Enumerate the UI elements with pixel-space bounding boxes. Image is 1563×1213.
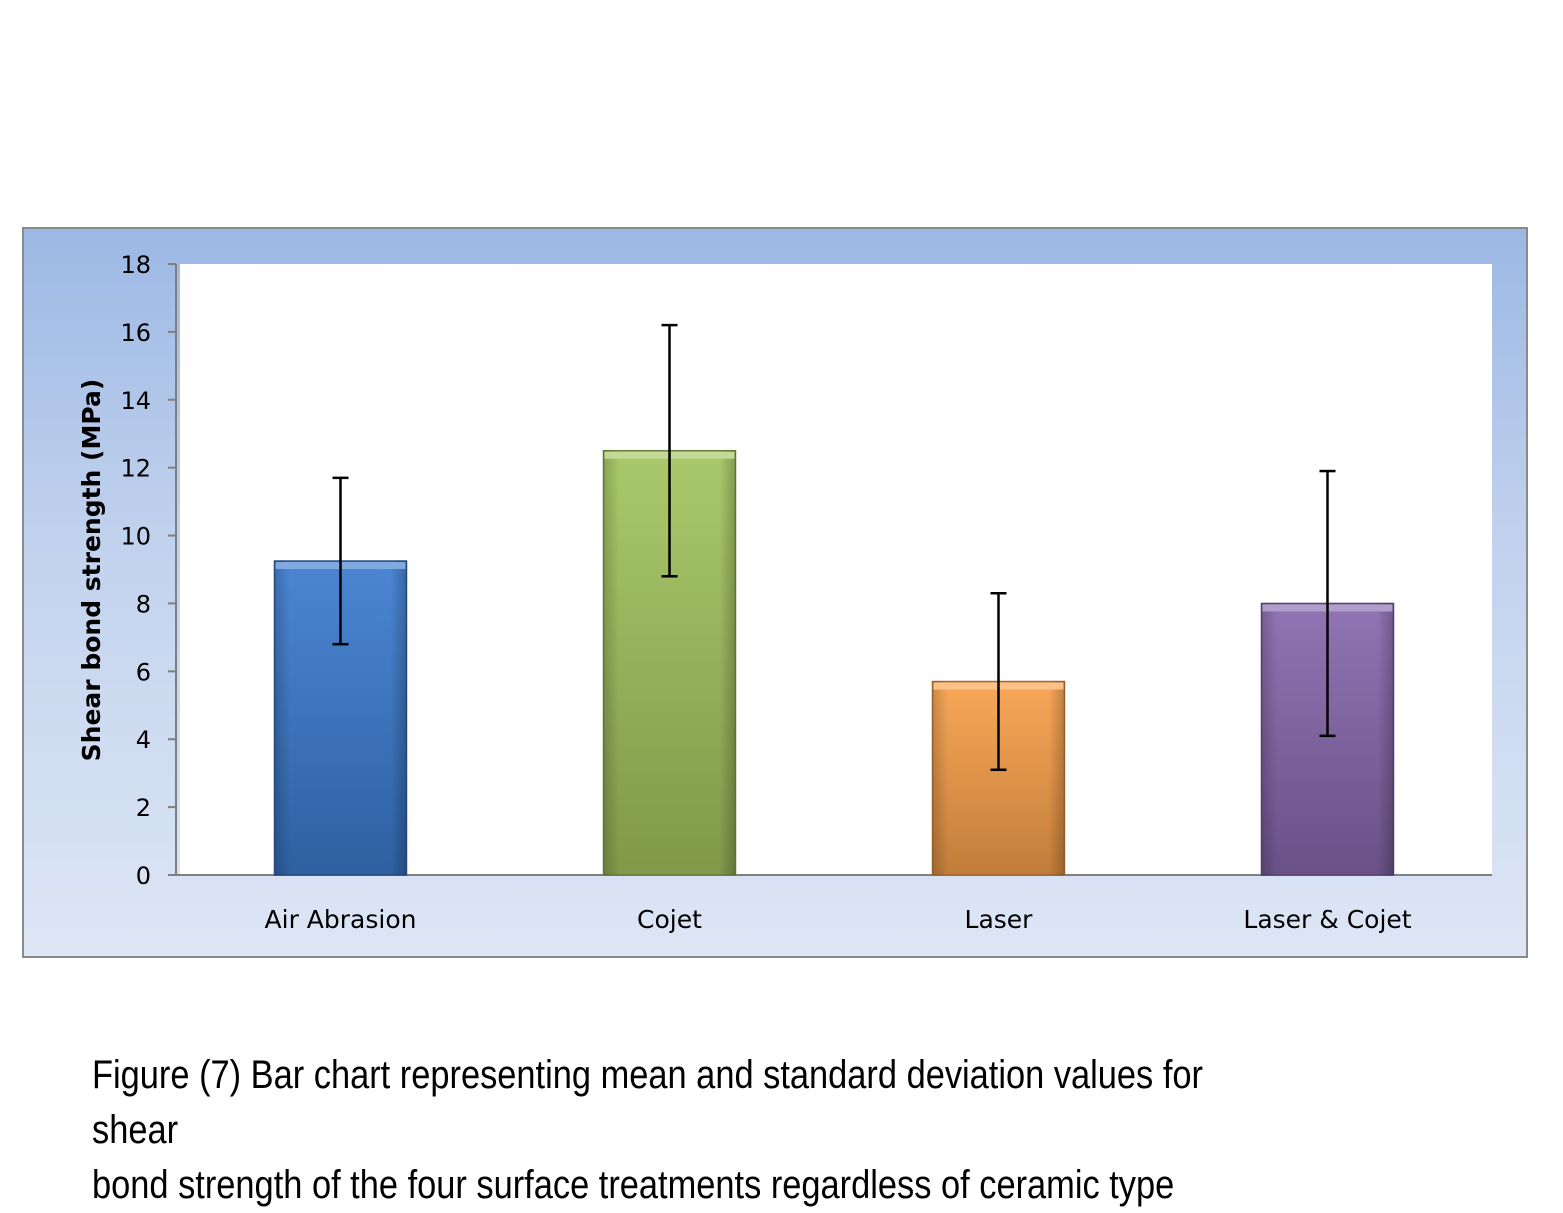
y-tick-label: 2 (136, 794, 151, 822)
y-tick-label: 18 (120, 251, 151, 279)
y-axis-label: Shear bond strength (MPa) (77, 379, 106, 762)
y-tick-label: 8 (136, 590, 151, 618)
x-tick-label-0: Air Abrasion (265, 905, 417, 934)
figure-caption: Figure (7) Bar chart representing mean a… (92, 1048, 1296, 1213)
y-tick-label: 12 (120, 455, 151, 483)
y-tick-label: 0 (136, 862, 151, 890)
y-tick-label: 16 (120, 319, 151, 347)
y-tick-label: 14 (120, 387, 151, 415)
bars (273, 449, 1395, 876)
caption-line-1: Figure (7) Bar chart representing mean a… (92, 1053, 1203, 1152)
chart-frame: 0 2 4 6 8 10 12 14 16 18 Air Abrasion Cojet Laser La… (22, 227, 1528, 958)
x-axis-labels: Air Abrasion Cojet Laser Laser & Cojet (265, 905, 1412, 934)
bar-chart: 0 2 4 6 8 10 12 14 16 18 Air Abrasion Cojet Laser La… (77, 251, 1492, 934)
y-tick-label: 4 (136, 726, 151, 754)
caption-line-2: bond strength of the four surface treatm… (92, 1163, 1175, 1207)
x-tick-label-3: Laser & Cojet (1243, 905, 1411, 934)
y-tick-label: 10 (120, 523, 151, 551)
x-tick-label-1: Cojet (637, 905, 702, 934)
x-tick-label-2: Laser (965, 905, 1034, 934)
y-tick-label: 6 (136, 658, 151, 686)
error-bars (332, 323, 1336, 772)
